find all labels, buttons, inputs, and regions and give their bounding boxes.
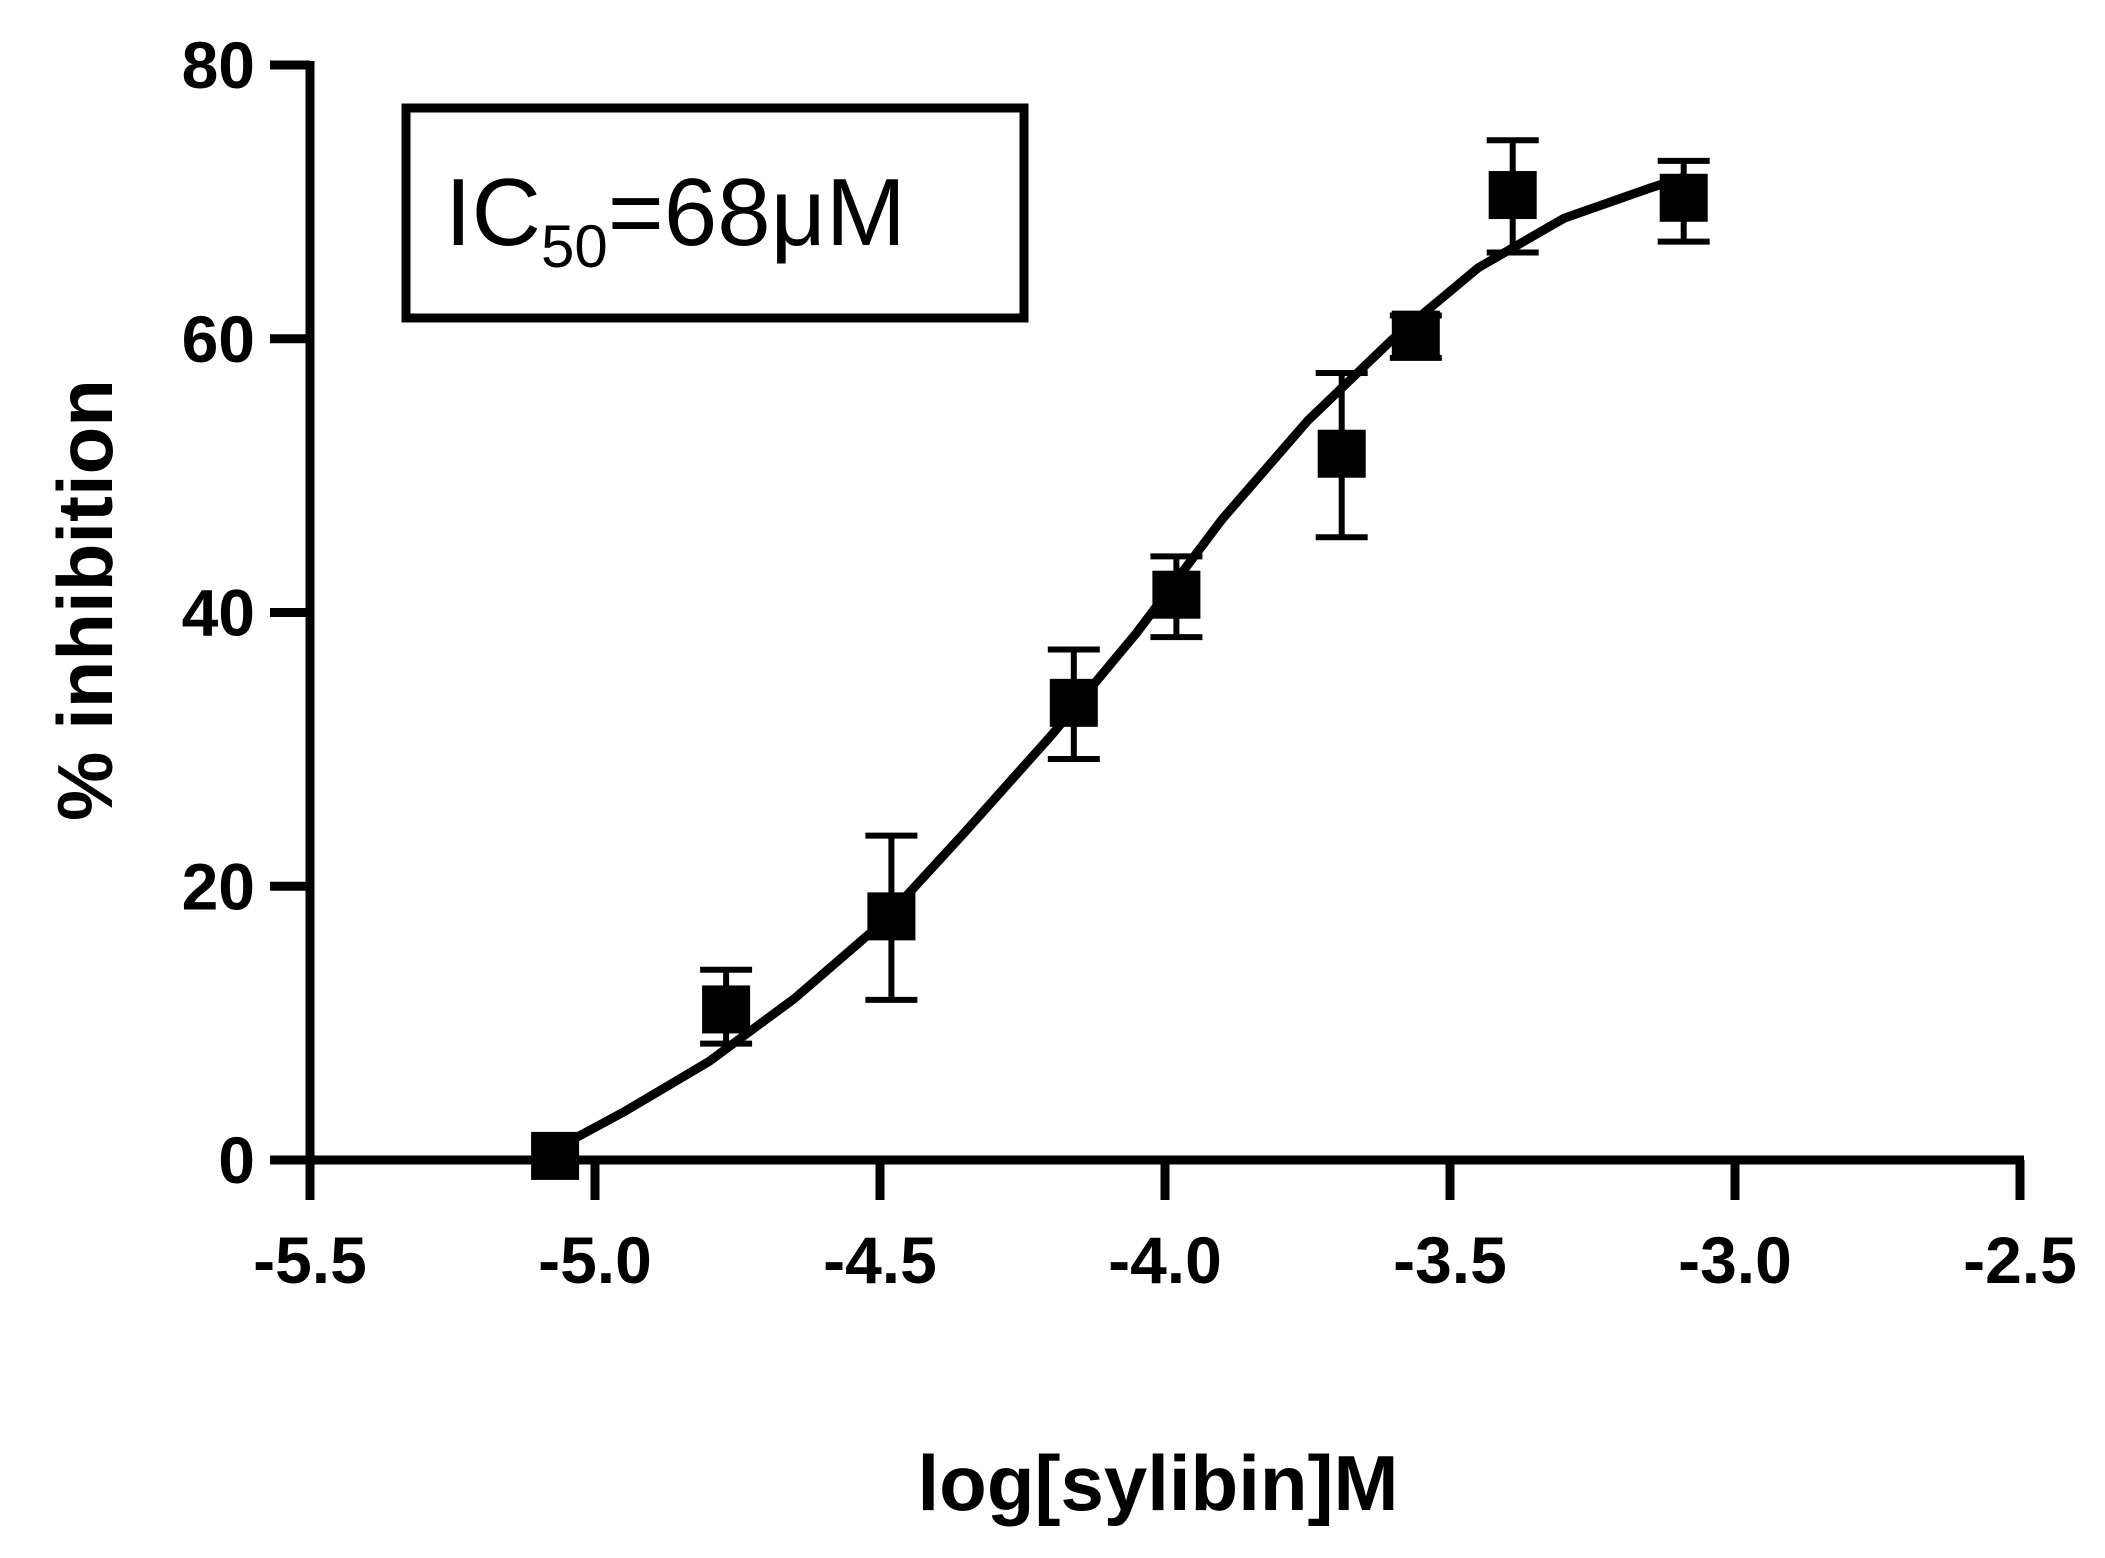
fit-curve-group [550, 172, 1689, 1154]
y-tick-label: 60 [182, 302, 255, 376]
data-point [702, 985, 751, 1034]
fit-curve [550, 172, 1689, 1154]
annotation-value: =68μM [608, 159, 906, 266]
x-tick-label: -5.0 [538, 1223, 652, 1297]
x-tick-label: -3.5 [1393, 1223, 1507, 1297]
x-tick-label: -2.5 [1963, 1223, 2077, 1297]
y-tick-label: 20 [182, 849, 255, 923]
x-tick-label: -4.0 [1108, 1223, 1222, 1297]
ic50-annotation: IC50=68μM [401, 103, 1029, 323]
data-point [1488, 171, 1537, 220]
annotation-text: IC50=68μM [445, 159, 906, 280]
data-points-group [531, 137, 1710, 1180]
data-point [1659, 173, 1708, 222]
data-point [1049, 678, 1098, 727]
data-point [531, 1131, 580, 1180]
x-tick-label: -3.0 [1678, 1223, 1792, 1297]
data-point [1152, 570, 1201, 619]
annotation-ic: IC [445, 159, 541, 266]
data-point [1391, 310, 1440, 359]
x-axis-ticks: -5.5 -5.0 -4.5 -4.0 -3.5 -3.0 -2.5 [253, 1160, 2077, 1297]
y-axis-title: % inhibition [41, 379, 129, 821]
x-axis-title: log[sylibin]M [918, 1439, 1399, 1527]
y-tick-label: 80 [182, 28, 255, 102]
x-tick-label: -4.5 [823, 1223, 937, 1297]
y-tick-label: 0 [218, 1123, 255, 1197]
x-tick-label: -5.5 [253, 1223, 367, 1297]
annotation-box [401, 103, 1029, 323]
data-point [867, 892, 916, 941]
y-tick-label: 40 [182, 576, 255, 650]
data-point [1317, 429, 1366, 478]
annotation-subscript: 50 [541, 213, 608, 280]
y-axis-ticks: 0 20 40 60 80 [182, 28, 310, 1197]
